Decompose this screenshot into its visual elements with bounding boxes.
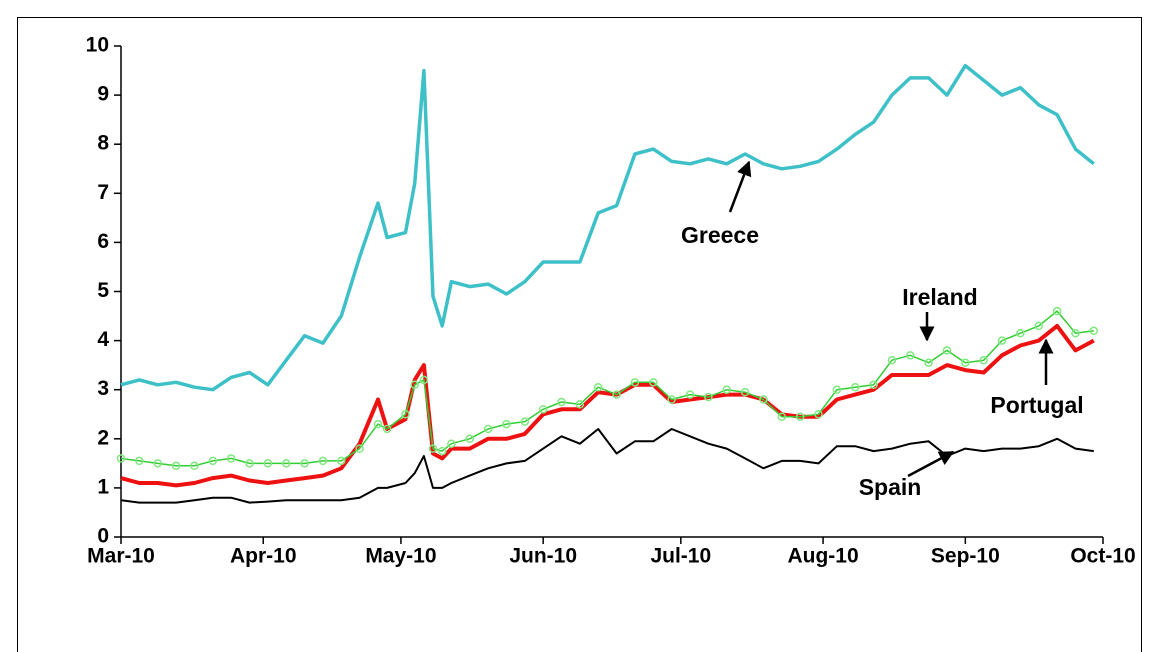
series-marker [814, 410, 823, 419]
series-marker [281, 459, 291, 468]
series-marker [630, 378, 640, 387]
frame [17, 17, 1142, 652]
series-marker [300, 459, 309, 468]
series-marker [1071, 328, 1080, 338]
series-marker [263, 459, 273, 468]
series-marker [832, 385, 842, 394]
y-tick-label: 4 [97, 328, 109, 351]
series-marker [465, 434, 474, 444]
x-tick-label: Jun-10 [509, 545, 577, 568]
series-marker [116, 454, 126, 463]
series-marker [850, 382, 860, 392]
series-marker [759, 395, 768, 404]
series-marker [667, 395, 676, 404]
y-tick-label: 7 [97, 181, 109, 204]
series-line [120, 323, 1095, 488]
series-marker [942, 346, 952, 355]
series-marker [410, 380, 419, 390]
y-tick-label: 3 [97, 377, 109, 400]
annotation: Ireland [902, 284, 977, 310]
x-tick-label: Apr-10 [230, 545, 297, 568]
series-line [120, 428, 1094, 504]
series-marker [704, 392, 713, 402]
series-marker [190, 461, 199, 471]
annotation: Greece [681, 222, 759, 248]
series-marker [428, 444, 438, 453]
series-marker [612, 390, 621, 399]
series-marker [502, 419, 511, 429]
series-marker [593, 382, 603, 392]
series-marker [171, 461, 181, 471]
series-marker [961, 358, 970, 367]
y-tick-label: 9 [97, 83, 109, 106]
series-marker [355, 444, 364, 453]
series-line [120, 310, 1094, 467]
series-marker [1016, 328, 1025, 338]
series-marker [1089, 326, 1099, 336]
x-tick-label: Aug-10 [787, 545, 858, 568]
x-tick-label: Mar-10 [87, 545, 155, 568]
series-marker [373, 419, 383, 429]
series-marker [722, 385, 731, 394]
series-marker [997, 336, 1007, 345]
y-tick-label: 10 [86, 34, 109, 57]
series-marker [538, 405, 548, 414]
series-marker [135, 456, 144, 466]
series-marker [777, 412, 787, 421]
series-marker [208, 456, 218, 466]
series-marker [318, 456, 328, 466]
series-line [120, 63, 1095, 392]
annotation-arrow [728, 160, 752, 213]
series-marker [245, 459, 254, 468]
series-marker [226, 454, 236, 463]
x-tick-label: Sep-10 [931, 545, 1000, 568]
x-tick-label: Jul-10 [650, 545, 711, 568]
y-tick-label: 0 [97, 525, 109, 548]
annotation-arrow [907, 450, 955, 478]
y-tick-label: 8 [97, 132, 109, 155]
x-tick-label: May-10 [365, 545, 436, 568]
series-marker [887, 355, 897, 365]
y-tick-label: 5 [97, 279, 109, 302]
series-marker [483, 424, 493, 434]
series-marker [1034, 321, 1044, 331]
series-marker [649, 378, 658, 387]
annotation: Portugal [990, 392, 1083, 418]
series-marker [740, 387, 750, 397]
series-marker [924, 358, 933, 367]
series-marker [685, 390, 695, 399]
y-tick-label: 2 [97, 426, 109, 449]
series-marker [979, 355, 988, 365]
x-tick-label: Oct-10 [1070, 545, 1135, 568]
y-tick-label: 1 [97, 475, 109, 498]
series-marker [795, 412, 805, 421]
series-marker [1052, 306, 1062, 316]
series-marker [153, 459, 162, 468]
series-marker [575, 400, 585, 409]
series-marker [447, 439, 456, 448]
series-marker [382, 424, 392, 434]
y-tick-label: 6 [97, 230, 109, 253]
series-marker [437, 446, 447, 456]
series-marker [869, 380, 878, 390]
series-marker [337, 456, 346, 466]
series-marker [419, 375, 429, 385]
series-marker [906, 351, 915, 360]
series-marker [557, 397, 566, 407]
annotation: Spain [859, 474, 922, 500]
series-marker [520, 417, 530, 426]
series-marker [401, 410, 410, 419]
